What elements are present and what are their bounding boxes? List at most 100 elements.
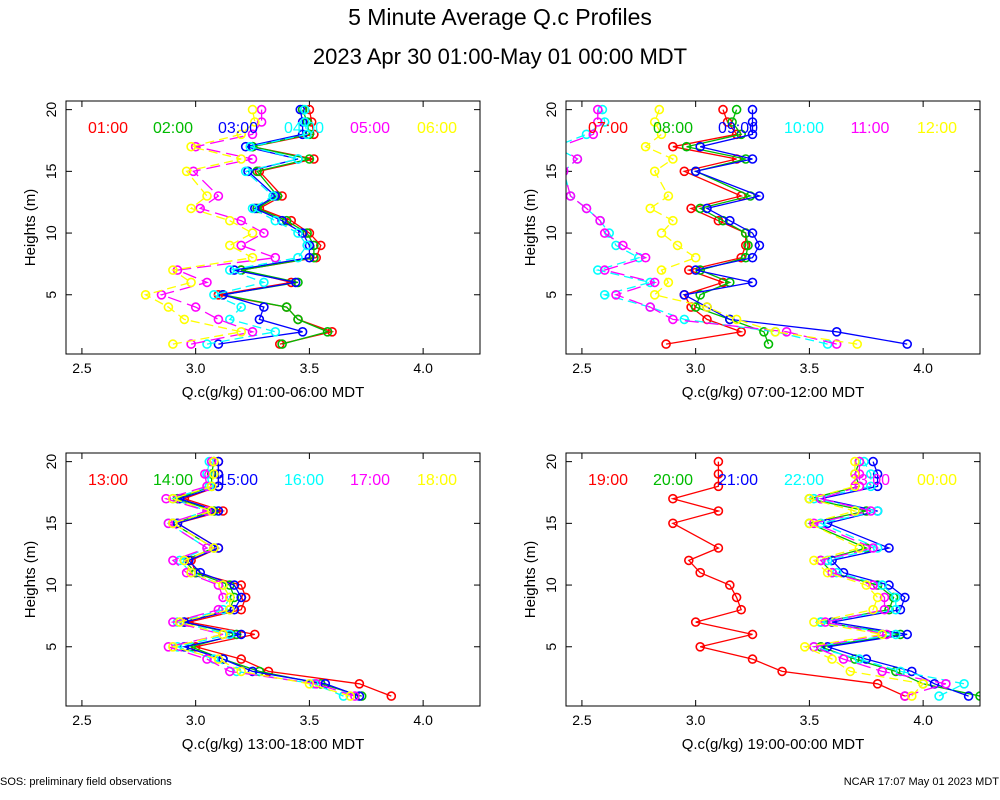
y-tick-label: 20 xyxy=(43,454,59,470)
data-point xyxy=(861,580,872,590)
data-point xyxy=(186,339,196,349)
data-point xyxy=(247,228,258,238)
data-point xyxy=(270,252,281,263)
data-point xyxy=(822,567,833,578)
data-point xyxy=(551,143,559,151)
data-point xyxy=(695,289,706,300)
data-point xyxy=(850,506,860,516)
data-point xyxy=(592,104,603,115)
x-tick-label: 3.0 xyxy=(686,712,706,728)
data-point xyxy=(859,456,869,467)
legend-label: 16:00 xyxy=(284,472,324,489)
y-tick-label: 10 xyxy=(543,225,559,241)
legend-label: 05:00 xyxy=(350,120,390,137)
data-point xyxy=(250,117,260,127)
data-point xyxy=(975,691,980,701)
legend-label: 03:00 xyxy=(218,120,258,137)
panel-frame xyxy=(565,452,981,707)
data-point xyxy=(861,543,872,553)
series-line-2300 xyxy=(811,461,947,697)
y-tick-label: 20 xyxy=(543,102,559,118)
data-point xyxy=(218,654,228,664)
data-point xyxy=(656,228,667,238)
x-tick-label: 3.5 xyxy=(300,712,320,728)
data-point xyxy=(872,592,883,603)
y-tick-label: 5 xyxy=(43,643,59,651)
data-point xyxy=(865,506,876,516)
y-tick-label: 15 xyxy=(543,515,559,531)
data-point xyxy=(827,654,837,664)
data-point xyxy=(293,314,303,325)
legend-label: 22:00 xyxy=(784,472,824,489)
data-point xyxy=(236,604,246,615)
data-point xyxy=(640,252,651,263)
data-point xyxy=(959,678,969,689)
data-point xyxy=(890,629,901,640)
y-tick-label: 20 xyxy=(543,454,559,470)
data-point xyxy=(890,592,901,603)
data-point xyxy=(213,580,224,590)
data-point xyxy=(702,203,712,214)
data-point xyxy=(731,314,742,325)
data-point xyxy=(168,265,178,275)
data-point xyxy=(259,302,269,312)
data-point xyxy=(663,191,674,201)
data-point xyxy=(345,691,356,701)
data-point xyxy=(881,629,892,640)
data-point xyxy=(181,166,192,177)
panel-3: 2.5 3.0 3.5 4.0 5 10 15 20 Q.c(g/kg) 13:00-18:00… xyxy=(22,452,481,753)
series-line-1800 xyxy=(170,461,351,697)
data-point xyxy=(186,277,196,288)
data-point xyxy=(934,691,944,701)
x-tick-label: 4.0 xyxy=(413,360,433,376)
data-point xyxy=(747,154,758,164)
data-point xyxy=(679,314,690,325)
x-tick-label: 2.5 xyxy=(72,712,92,728)
data-point xyxy=(202,506,212,516)
data-point xyxy=(236,129,246,140)
data-point xyxy=(906,666,917,677)
data-point xyxy=(877,629,888,640)
legend-label: 11:00 xyxy=(851,120,890,137)
data-point xyxy=(736,129,747,140)
x-tick-label: 3.5 xyxy=(800,712,820,728)
data-point xyxy=(872,469,883,479)
data-point xyxy=(724,580,735,590)
data-point xyxy=(879,604,890,615)
data-point xyxy=(354,691,365,701)
data-point xyxy=(599,228,610,238)
legend-label: 19:00 xyxy=(588,472,628,489)
legend-label: 07:00 xyxy=(588,120,628,137)
data-point xyxy=(683,265,694,275)
data-point xyxy=(200,469,210,479)
data-point xyxy=(690,265,701,275)
data-point xyxy=(225,215,235,226)
series-line-0800 xyxy=(686,109,770,345)
data-point xyxy=(236,592,246,603)
series-line-1600 xyxy=(166,461,344,697)
data-point xyxy=(581,129,592,140)
data-point xyxy=(754,240,765,251)
legend-label: 23:00 xyxy=(850,472,890,489)
data-point xyxy=(225,629,235,640)
y-tick-label: 20 xyxy=(43,102,59,118)
data-point xyxy=(209,456,219,467)
data-point xyxy=(247,252,258,263)
data-point xyxy=(209,469,219,479)
legend-label: 20:00 xyxy=(653,472,693,489)
data-point xyxy=(656,129,667,140)
data-point xyxy=(236,302,246,312)
data-point xyxy=(240,166,251,177)
panel-1: 2.5 3.0 3.5 4.0 5 10 15 20 Q.c(g/kg) 01:00-06:00… xyxy=(22,100,481,401)
data-point xyxy=(354,678,365,689)
data-point xyxy=(190,302,201,312)
data-point xyxy=(186,141,196,152)
data-point xyxy=(213,481,224,492)
data-point xyxy=(727,117,737,127)
data-point xyxy=(868,604,878,615)
data-point xyxy=(190,141,201,152)
data-point xyxy=(854,543,865,553)
data-point xyxy=(865,469,876,479)
data-point xyxy=(245,141,256,152)
data-point xyxy=(247,326,258,337)
